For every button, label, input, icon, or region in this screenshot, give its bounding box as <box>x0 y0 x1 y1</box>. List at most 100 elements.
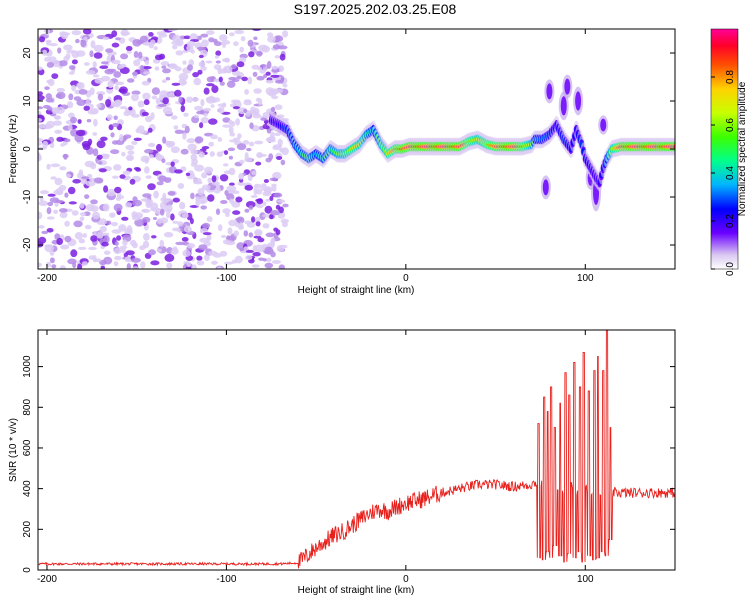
noise-blob <box>253 183 262 189</box>
noise-blob <box>181 213 189 219</box>
noise-blob <box>229 182 235 186</box>
noise-blob <box>194 164 205 172</box>
noise-blob <box>200 117 209 124</box>
noise-blob <box>165 77 171 81</box>
noise-blob <box>270 251 276 258</box>
noise-blob <box>50 163 61 168</box>
noise-blob <box>210 134 218 140</box>
noise-blob <box>38 142 42 146</box>
noise-blob <box>66 173 72 178</box>
noise-blob <box>261 45 271 53</box>
noise-blob <box>264 205 273 214</box>
noise-blob <box>245 201 256 208</box>
noise-blob <box>269 240 276 247</box>
noise-blob <box>51 264 57 269</box>
noise-blob <box>183 35 191 40</box>
snr-series-line <box>38 330 675 569</box>
x-tick-label: -100 <box>216 273 236 284</box>
noise-blob <box>239 222 244 229</box>
noise-blob <box>255 229 262 237</box>
noise-blob <box>156 248 162 253</box>
noise-blob <box>68 112 75 119</box>
noise-blob <box>153 217 157 220</box>
noise-blob <box>282 203 289 208</box>
noise-blob <box>174 89 182 97</box>
noise-blob <box>127 150 135 155</box>
noise-blob <box>76 82 83 88</box>
noise-blob <box>78 238 86 244</box>
noise-blob <box>235 196 243 203</box>
noise-blob <box>262 258 267 262</box>
noise-blob <box>59 166 67 171</box>
noise-blob <box>202 222 211 229</box>
noise-blob <box>67 186 76 195</box>
noise-blob <box>213 41 222 47</box>
noise-blob <box>93 118 98 127</box>
noise-blob <box>71 210 79 216</box>
noise-blob <box>38 200 49 207</box>
noise-blob <box>42 123 53 130</box>
noise-blob <box>55 93 62 99</box>
noise-blob <box>257 153 267 157</box>
noise-blob <box>47 193 56 197</box>
noise-blob <box>267 35 276 43</box>
noise-blob <box>163 231 174 238</box>
noise-blob <box>229 132 236 137</box>
noise-blob <box>244 184 253 191</box>
noise-blob <box>256 188 263 195</box>
noise-blob <box>154 54 164 61</box>
noise-blob <box>93 177 104 184</box>
noise-blob <box>118 224 127 232</box>
noise-blob <box>115 37 121 41</box>
noise-blob <box>270 106 276 112</box>
noise-blob <box>99 225 107 233</box>
noise-blob <box>105 48 114 53</box>
noise-blob <box>186 96 193 103</box>
noise-blob <box>133 137 142 141</box>
noise-blob <box>194 105 203 111</box>
noise-blob <box>85 98 91 107</box>
noise-blob <box>197 188 205 196</box>
noise-blob <box>68 93 74 101</box>
noise-blob <box>49 142 55 149</box>
noise-blob <box>141 80 150 86</box>
noise-blob <box>228 155 233 160</box>
noise-blob <box>277 65 285 72</box>
noise-blob <box>166 262 173 269</box>
noise-blob <box>205 60 213 64</box>
noise-blob <box>102 232 110 236</box>
noise-blob <box>212 97 221 103</box>
noise-blob <box>88 246 97 251</box>
noise-blob <box>273 192 283 198</box>
noise-blob <box>269 177 278 182</box>
x-tick-label: 100 <box>577 574 594 585</box>
noise-scatter <box>38 29 289 269</box>
noise-blob <box>92 132 98 136</box>
noise-blob <box>92 148 99 157</box>
noise-blob <box>38 236 47 244</box>
noise-blob <box>139 35 149 44</box>
noise-blob <box>139 129 148 135</box>
noise-blob <box>215 50 222 56</box>
noise-blob <box>99 218 107 226</box>
snr-y-ticks: 0 200 400 600 800 1000 <box>22 355 675 573</box>
noise-blob <box>75 38 80 44</box>
noise-blob <box>265 232 275 238</box>
noise-blob <box>151 95 158 100</box>
noise-blob <box>248 51 255 58</box>
noise-blob <box>102 203 110 212</box>
noise-blob <box>211 85 219 94</box>
noise-blob <box>237 133 242 139</box>
y-tick-label: -10 <box>22 189 33 204</box>
noise-blob <box>131 113 140 118</box>
noise-blob <box>70 249 78 258</box>
noise-blob <box>185 266 192 269</box>
noise-blob <box>121 151 126 157</box>
noise-blob <box>271 260 281 264</box>
noise-blob <box>38 94 45 101</box>
noise-blob <box>45 98 54 103</box>
noise-blob <box>113 261 119 267</box>
noise-blob <box>132 199 143 207</box>
noise-blob <box>80 178 88 185</box>
noise-blob <box>172 197 180 203</box>
